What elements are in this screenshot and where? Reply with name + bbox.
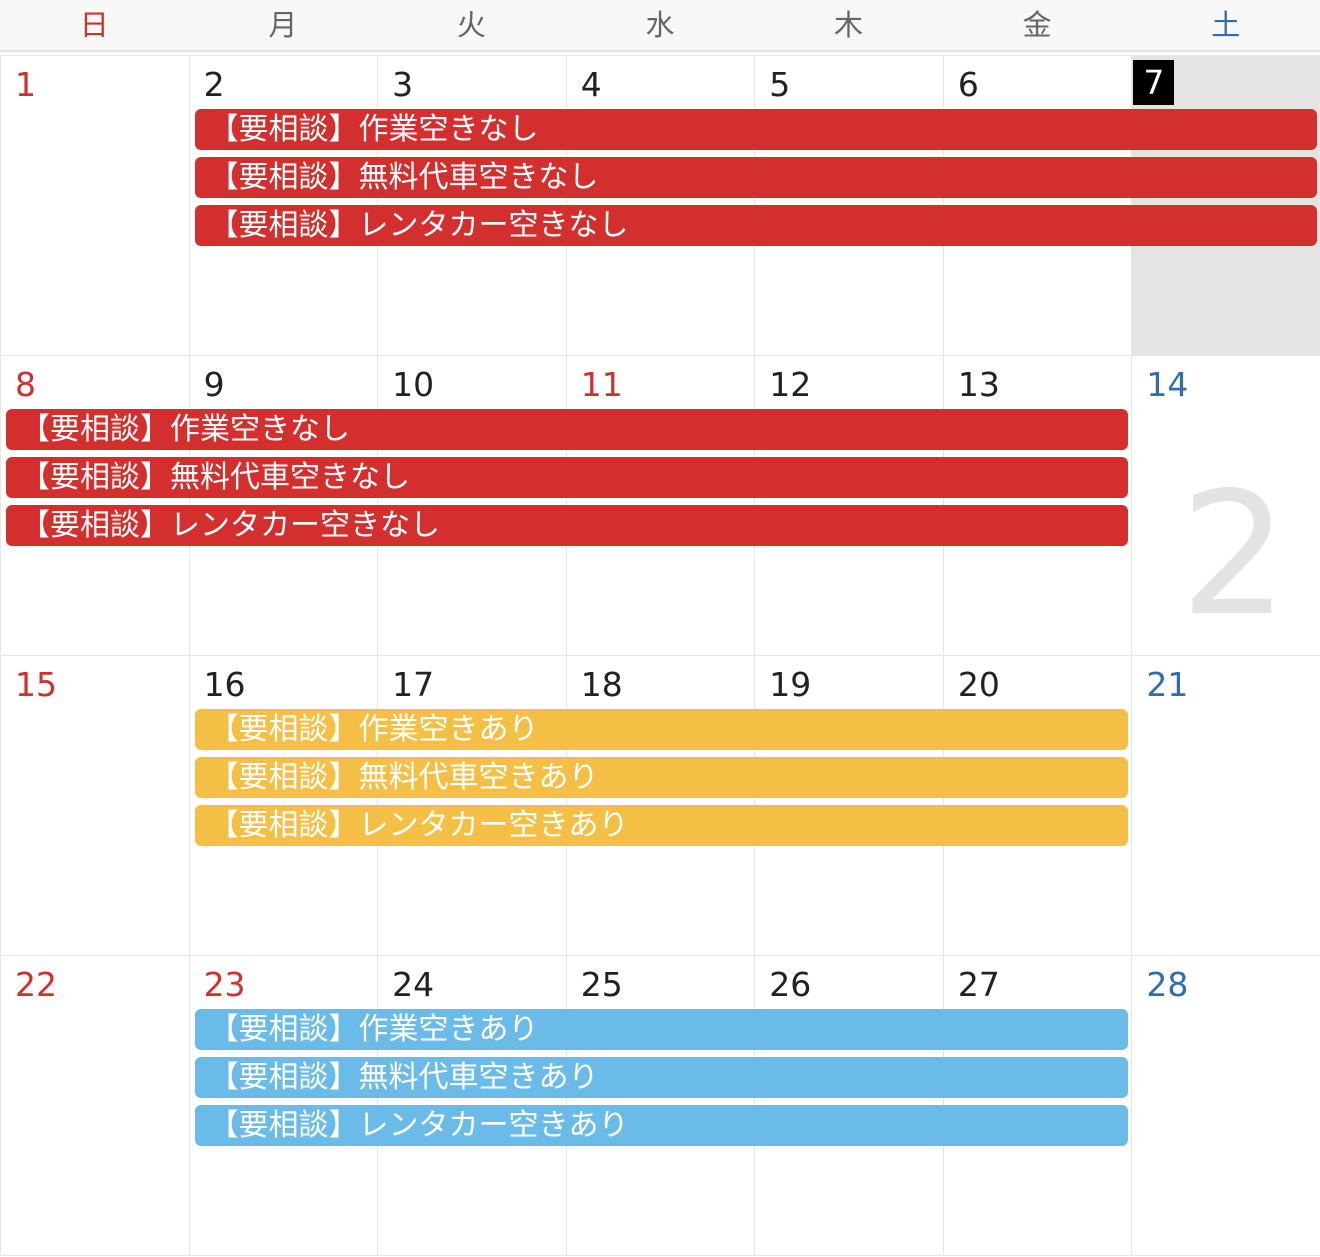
day-number: 25 bbox=[580, 965, 623, 1004]
calendar-event[interactable]: 【要相談】レンタカー空きあり bbox=[194, 1105, 1129, 1146]
calendar-event[interactable]: 【要相談】作業空きあり bbox=[194, 1009, 1129, 1050]
calendar-event[interactable]: 【要相談】レンタカー空きなし bbox=[194, 205, 1317, 246]
weekday-label: 日 bbox=[79, 8, 109, 42]
day-number: 15 bbox=[15, 665, 57, 704]
day-number: 8 bbox=[15, 365, 36, 404]
calendar-event[interactable]: 【要相談】レンタカー空きなし bbox=[6, 505, 1129, 546]
calendar-event[interactable]: 【要相談】無料代車空きあり bbox=[194, 1057, 1129, 1098]
day-cell[interactable]: 15 bbox=[0, 655, 189, 955]
day-cell[interactable]: 8 bbox=[0, 355, 189, 655]
day-cell[interactable]: 16 bbox=[188, 655, 378, 955]
day-cell[interactable]: 2 bbox=[188, 55, 378, 355]
month-grid: 1 2 3 4 5 6 7 8 9 10 11 12 13 14 15 16 17 18 19 20 21 22 23 24 2… bbox=[0, 55, 1320, 1256]
calendar-event[interactable]: 【要相談】無料代車空きなし bbox=[194, 157, 1317, 198]
day-number: 27 bbox=[957, 965, 1000, 1004]
day-number: 24 bbox=[392, 965, 435, 1004]
day-cell[interactable]: 1 bbox=[0, 55, 189, 355]
day-number: 7 bbox=[1133, 60, 1175, 105]
calendar-event[interactable]: 【要相談】レンタカー空きあり bbox=[194, 805, 1129, 846]
day-number: 18 bbox=[580, 665, 623, 704]
day-number: 23 bbox=[203, 965, 246, 1004]
day-number: 17 bbox=[392, 665, 435, 704]
day-number: 13 bbox=[957, 365, 1000, 404]
day-cell[interactable]: 28 bbox=[1131, 955, 1320, 1255]
day-cell[interactable]: 22 bbox=[0, 955, 189, 1255]
day-number: 11 bbox=[580, 365, 623, 404]
calendar-event[interactable]: 【要相談】作業空きあり bbox=[194, 709, 1129, 750]
day-number: 28 bbox=[1146, 965, 1189, 1004]
day-number: 26 bbox=[769, 965, 812, 1004]
day-number: 12 bbox=[769, 365, 812, 404]
weekday-label: 月 bbox=[268, 8, 298, 42]
day-cell[interactable]: 23 bbox=[188, 955, 378, 1255]
day-number: 10 bbox=[392, 365, 435, 404]
calendar-event[interactable]: 【要相談】無料代車空きなし bbox=[6, 457, 1129, 498]
weekday-label: 金 bbox=[1022, 8, 1052, 42]
day-number: 6 bbox=[957, 65, 979, 104]
day-number: 21 bbox=[1146, 665, 1189, 704]
day-number: 19 bbox=[769, 665, 812, 704]
weekday-label: 火 bbox=[456, 8, 486, 42]
day-number: 3 bbox=[392, 65, 414, 104]
day-number: 2 bbox=[203, 65, 225, 104]
weekday-label: 水 bbox=[645, 8, 675, 42]
day-number: 1 bbox=[15, 65, 36, 104]
day-number: 16 bbox=[203, 665, 246, 704]
calendar-event[interactable]: 【要相談】無料代車空きあり bbox=[194, 757, 1129, 798]
day-number: 5 bbox=[769, 65, 791, 104]
day-number: 4 bbox=[580, 65, 602, 104]
day-number: 14 bbox=[1146, 365, 1189, 404]
weekday-label: 木 bbox=[834, 8, 864, 42]
day-number: 22 bbox=[15, 965, 57, 1004]
day-number: 20 bbox=[957, 665, 1000, 704]
day-number: 9 bbox=[203, 365, 225, 404]
calendar-event[interactable]: 【要相談】作業空きなし bbox=[194, 109, 1317, 150]
day-cell[interactable]: 21 bbox=[1131, 655, 1320, 955]
weekday-header: 日月火水木金土 bbox=[0, 0, 1320, 52]
month-watermark: 2 bbox=[1180, 456, 1289, 654]
calendar-event[interactable]: 【要相談】作業空きなし bbox=[6, 409, 1129, 450]
weekday-label: 土 bbox=[1211, 8, 1241, 42]
day-cell[interactable]: 14 bbox=[1131, 355, 1320, 655]
